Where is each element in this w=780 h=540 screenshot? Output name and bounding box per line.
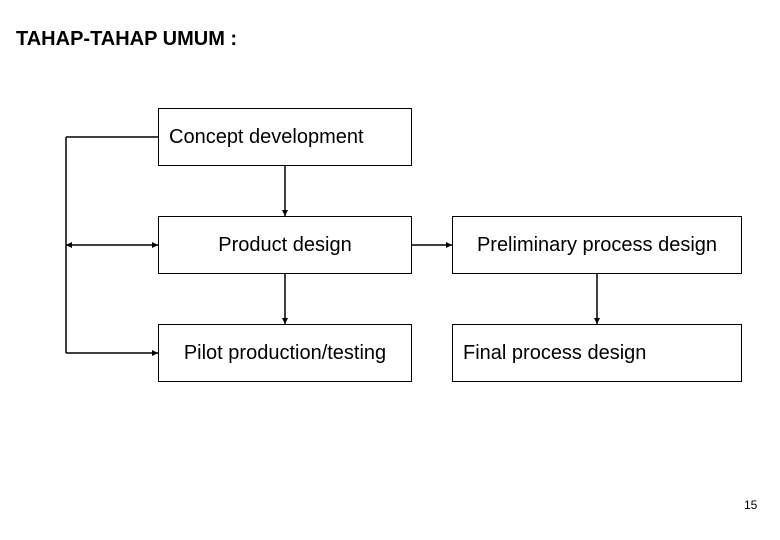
page-number: 15: [744, 498, 757, 512]
page-title: TAHAP-TAHAP UMUM :: [16, 28, 237, 51]
node-concept-development: Concept development: [158, 108, 412, 166]
node-final-process-design: Final process design: [452, 324, 742, 382]
node-label: Concept development: [159, 126, 411, 149]
node-product-design: Product design: [158, 216, 412, 274]
node-label: Final process design: [453, 342, 741, 365]
node-label: Product design: [159, 234, 411, 257]
node-label: Preliminary process design: [453, 234, 741, 257]
node-pilot-production-testing: Pilot production/testing: [158, 324, 412, 382]
node-label: Pilot production/testing: [159, 342, 411, 365]
node-preliminary-process-design: Preliminary process design: [452, 216, 742, 274]
